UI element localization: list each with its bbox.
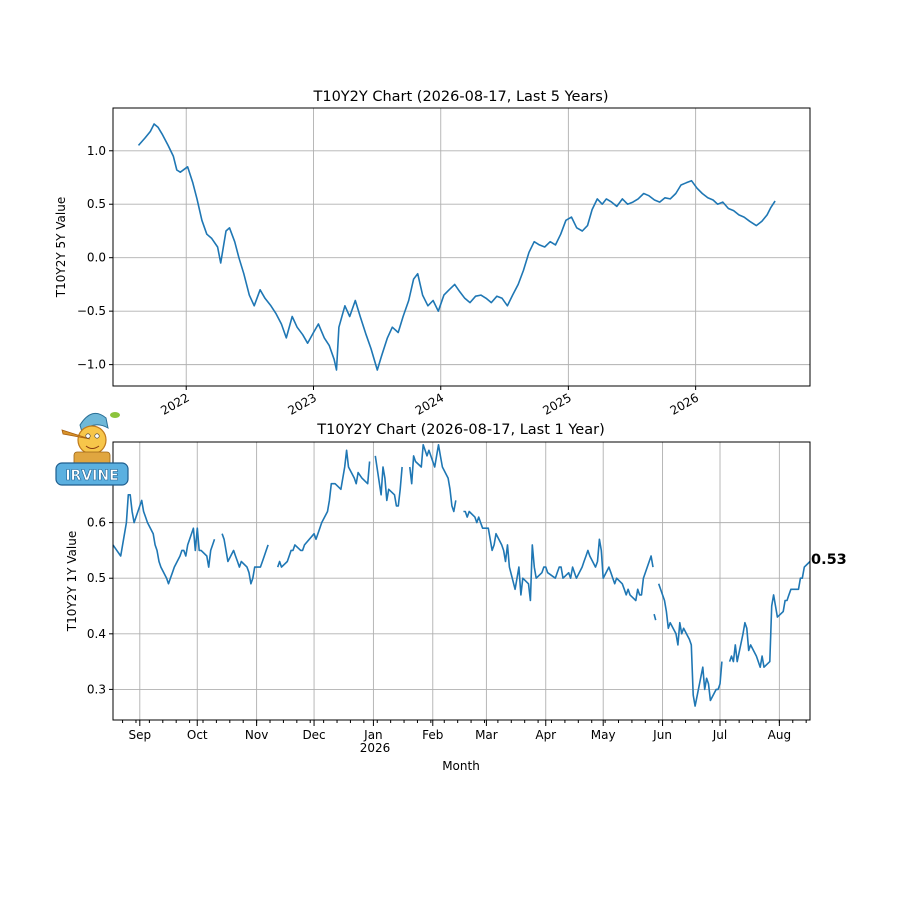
series-line-segment xyxy=(657,583,723,707)
y-tick-label: 0.6 xyxy=(87,516,106,530)
chart-5y-series xyxy=(137,123,776,371)
y-tick-label: 0.5 xyxy=(87,197,106,211)
series-line-segment xyxy=(653,613,657,621)
x-tick-label: Jul xyxy=(712,728,727,742)
x-tick-label: Sep xyxy=(128,728,151,742)
series-line-segment xyxy=(137,123,776,371)
x-tick-label: Nov xyxy=(245,728,268,742)
series-line-segment xyxy=(276,449,371,568)
x-tick-label: 2022 xyxy=(158,390,191,417)
x-tick-label: 2024 xyxy=(413,390,446,417)
chart-5y-ylabel: T10Y2Y 5Y Value xyxy=(54,197,68,298)
chart-1y-series xyxy=(112,443,811,707)
chart-5y-title: T10Y2Y Chart (2026-08-17, Last 5 Years) xyxy=(312,89,608,105)
logo-text: IRVINE xyxy=(65,468,118,484)
y-tick-label: 0.5 xyxy=(87,571,106,585)
x-tick-label: Aug xyxy=(768,728,791,742)
chart-1-year: T10Y2Y Chart (2026-08-17, Last 1 Year) 0… xyxy=(65,422,847,773)
chart-1y-y-axis: 0.3 0.4 0.5 0.6 xyxy=(87,516,113,696)
chart-1y-x-axis: Sep Oct Nov Dec Jan Feb Mar Apr May Jun Jul Aug xyxy=(122,720,807,742)
chart-1y-frame xyxy=(112,441,811,721)
y-tick-label: 1.0 xyxy=(87,144,106,158)
series-line-segment xyxy=(112,493,216,585)
chart-1y-grid xyxy=(113,442,810,720)
chart-5y-grid xyxy=(113,108,810,386)
chart-1y-year-sublabel: 2026 xyxy=(360,741,391,755)
x-tick-label: Feb xyxy=(422,728,443,742)
x-tick-label: Jan xyxy=(363,728,383,742)
chart-5-year: T10Y2Y Chart (2026-08-17, Last 5 Years) … xyxy=(54,89,811,418)
y-tick-label: 0.0 xyxy=(87,251,106,265)
series-line-segment xyxy=(728,560,811,669)
chart-1y-last-value-label: 0.53 xyxy=(811,552,847,568)
chart-5y-y-axis: −1.0 −0.5 0.0 0.5 1.0 xyxy=(77,144,113,372)
y-tick-label: −0.5 xyxy=(77,304,106,318)
series-line-segment xyxy=(409,443,457,513)
x-tick-label: 2025 xyxy=(540,390,573,417)
y-tick-label: −1.0 xyxy=(77,358,106,372)
x-tick-label: Oct xyxy=(187,728,208,742)
x-tick-label: Dec xyxy=(302,728,325,742)
x-tick-label: Mar xyxy=(475,728,498,742)
y-tick-label: 0.3 xyxy=(87,682,106,696)
chart-5y-x-axis: 2022 2023 2024 2025 2026 xyxy=(158,386,701,418)
series-line-segment xyxy=(374,455,403,507)
chart-1y-title: T10Y2Y Chart (2026-08-17, Last 1 Year) xyxy=(316,422,604,438)
chart-1y-xlabel: Month xyxy=(442,759,480,773)
pinocchio-mascot-logo: IRVINE xyxy=(55,412,129,486)
chart-5y-frame xyxy=(112,107,811,387)
chart-1y-ylabel: T10Y2Y 1Y Value xyxy=(65,531,79,632)
x-tick-label: 2023 xyxy=(286,390,319,417)
series-line-segment xyxy=(221,533,269,585)
x-tick-label: 2026 xyxy=(668,390,701,417)
series-line-segment xyxy=(463,510,654,602)
x-tick-label: Jun xyxy=(652,728,672,742)
x-tick-label: Apr xyxy=(535,728,556,742)
x-tick-label: May xyxy=(591,728,616,742)
y-tick-label: 0.4 xyxy=(87,627,106,641)
